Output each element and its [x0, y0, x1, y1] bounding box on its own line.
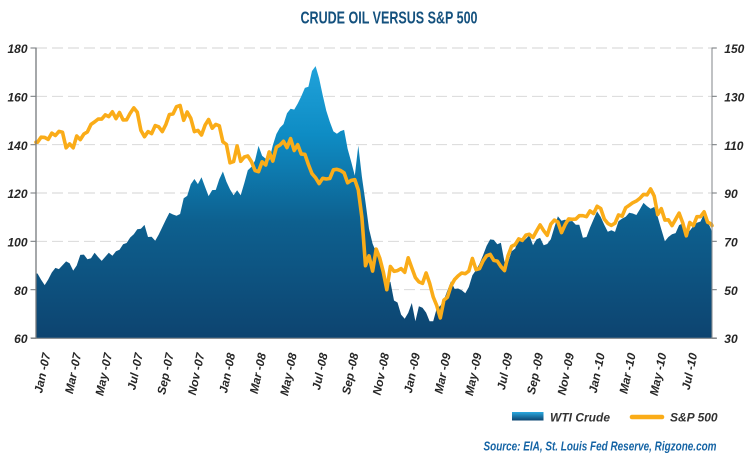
svg-text:S&P 500: S&P 500: [670, 411, 718, 425]
svg-text:30: 30: [724, 332, 738, 346]
svg-text:60: 60: [14, 332, 28, 346]
svg-text:CRUDE OIL VERSUS S&P 500: CRUDE OIL VERSUS S&P 500: [301, 8, 478, 28]
svg-text:Source: EIA, St. Louis Fed Res: Source: EIA, St. Louis Fed Reserve, Rigz…: [484, 440, 717, 454]
svg-text:WTI Crude: WTI Crude: [550, 411, 610, 425]
svg-text:130: 130: [724, 91, 744, 105]
svg-text:160: 160: [7, 91, 27, 105]
svg-text:50: 50: [724, 284, 738, 298]
svg-text:150: 150: [724, 42, 744, 56]
svg-text:180: 180: [7, 42, 27, 56]
svg-text:70: 70: [724, 236, 738, 250]
svg-text:140: 140: [7, 139, 27, 153]
svg-text:90: 90: [724, 187, 738, 201]
svg-text:100: 100: [7, 236, 27, 250]
svg-text:110: 110: [724, 139, 743, 153]
svg-text:80: 80: [14, 284, 28, 298]
svg-text:120: 120: [7, 187, 27, 201]
